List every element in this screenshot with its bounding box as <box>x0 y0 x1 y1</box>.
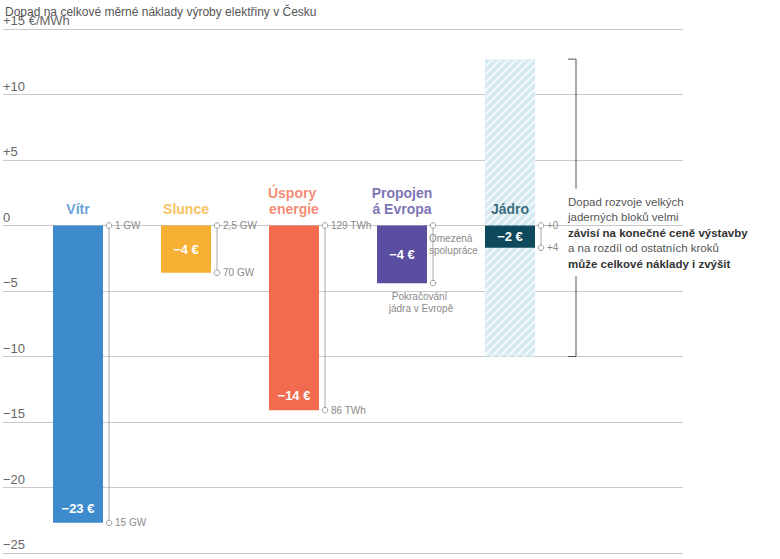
svg-text:Slunce: Slunce <box>163 201 209 217</box>
svg-text:Vítr: Vítr <box>66 201 90 217</box>
svg-text:70 GW: 70 GW <box>223 267 255 278</box>
svg-text:Úspory: Úspory <box>268 184 320 201</box>
svg-text:jaderných bloků velmi: jaderných bloků velmi <box>567 211 679 223</box>
svg-text:Propojen: Propojen <box>372 185 433 201</box>
svg-text:129 TWh: 129 TWh <box>331 220 371 231</box>
svg-text:Dopad rozvoje velkých: Dopad rozvoje velkých <box>568 196 684 208</box>
svg-text:15 GW: 15 GW <box>115 517 147 528</box>
svg-text:a na rozdíl od ostatních kroků: a na rozdíl od ostatních kroků <box>568 242 719 254</box>
svg-text:−5: −5 <box>3 275 18 290</box>
svg-text:−4 €: −4 € <box>173 242 199 257</box>
svg-text:závisí na konečné ceně výstavb: závisí na konečné ceně výstavby <box>568 227 748 239</box>
svg-text:−4 €: −4 € <box>389 247 415 262</box>
svg-text:Omezená: Omezená <box>429 233 475 244</box>
svg-text:á Evropa: á Evropa <box>372 201 431 217</box>
svg-text:−20: −20 <box>3 472 25 487</box>
svg-text:−25: −25 <box>3 537 25 552</box>
svg-text:energie: energie <box>269 201 319 217</box>
svg-text:+5: +5 <box>3 144 18 159</box>
svg-text:Pokračování: Pokračování <box>392 291 450 302</box>
svg-text:−15: −15 <box>3 406 25 421</box>
svg-text:+4: +4 <box>547 242 559 253</box>
svg-text:86 TWh: 86 TWh <box>331 405 366 416</box>
svg-text:−23 €: −23 € <box>62 501 95 516</box>
svg-text:+10: +10 <box>3 79 25 94</box>
svg-text:−14 €: −14 € <box>278 388 311 403</box>
svg-text:Jádro: Jádro <box>491 201 529 217</box>
svg-text:+0: +0 <box>547 220 559 231</box>
svg-text:Dopad na celkové měrné náklady: Dopad na celkové měrné náklady výroby el… <box>5 4 316 19</box>
svg-text:−2 €: −2 € <box>497 229 523 244</box>
svg-text:0: 0 <box>3 210 10 225</box>
svg-text:−10: −10 <box>3 341 25 356</box>
svg-text:1 GW: 1 GW <box>115 220 141 231</box>
svg-text:2,5 GW: 2,5 GW <box>223 220 257 231</box>
svg-text:jádra v Evropě: jádra v Evropě <box>388 303 454 314</box>
svg-text:spolupráce: spolupráce <box>429 245 478 256</box>
svg-text:může celkové náklady i zvýšit: může celkové náklady i zvýšit <box>568 258 731 270</box>
svg-text:+15 €/MWh: +15 €/MWh <box>3 13 70 28</box>
